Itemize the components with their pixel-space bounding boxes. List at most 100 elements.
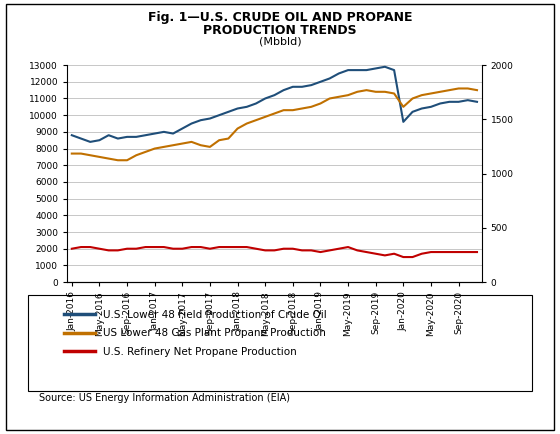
US Lower 48 Gas Plant Propane Production	[354, 89, 361, 95]
U.S. Lower 48 Field Production of Crude Oil	[363, 68, 370, 73]
U.S. Lower 48 Field Production of Crude Oil	[105, 133, 112, 138]
U.S. Lower 48 Field Production of Crude Oil	[114, 136, 121, 141]
US Lower 48 Gas Plant Propane Production	[142, 149, 149, 155]
U.S. Lower 48 Field Production of Crude Oil	[428, 104, 435, 109]
U.S. Refinery Net Propane Production	[197, 244, 204, 250]
U.S. Refinery Net Propane Production	[363, 250, 370, 255]
U.S. Refinery Net Propane Production	[78, 244, 85, 250]
US Lower 48 Gas Plant Propane Production	[96, 155, 103, 160]
US Lower 48 Gas Plant Propane Production	[179, 141, 186, 146]
US Lower 48 Gas Plant Propane Production	[170, 143, 176, 148]
U.S. Refinery Net Propane Production	[188, 244, 195, 250]
U.S. Refinery Net Propane Production	[96, 246, 103, 251]
US Lower 48 Gas Plant Propane Production	[161, 144, 167, 149]
U.S. Lower 48 Field Production of Crude Oil	[280, 88, 287, 93]
U.S. Lower 48 Field Production of Crude Oil	[446, 99, 452, 105]
U.S. Refinery Net Propane Production	[354, 248, 361, 253]
US Lower 48 Gas Plant Propane Production	[253, 118, 259, 123]
U.S. Refinery Net Propane Production	[345, 244, 352, 250]
U.S. Refinery Net Propane Production	[372, 251, 379, 256]
U.S. Refinery Net Propane Production	[234, 244, 241, 250]
US Lower 48 Gas Plant Propane Production	[298, 106, 305, 111]
US Lower 48 Gas Plant Propane Production	[225, 136, 232, 141]
U.S. Refinery Net Propane Production	[161, 244, 167, 250]
US Lower 48 Gas Plant Propane Production	[216, 138, 222, 143]
U.S. Lower 48 Field Production of Crude Oil	[142, 133, 149, 138]
U.S. Refinery Net Propane Production	[142, 244, 149, 250]
US Lower 48 Gas Plant Propane Production	[409, 96, 416, 101]
U.S. Lower 48 Field Production of Crude Oil	[207, 116, 213, 121]
US Lower 48 Gas Plant Propane Production	[335, 94, 342, 99]
U.S. Refinery Net Propane Production	[151, 244, 158, 250]
U.S. Lower 48 Field Production of Crude Oil	[474, 99, 480, 105]
U.S. Lower 48 Field Production of Crude Oil	[464, 98, 471, 103]
U.S. Refinery Net Propane Production	[133, 246, 139, 251]
US Lower 48 Gas Plant Propane Production	[437, 89, 444, 95]
Legend: U.S. Lower 48 Field Production of Crude Oil, US Lower 48 Gas Plant Propane Produ: U.S. Lower 48 Field Production of Crude …	[58, 305, 332, 362]
U.S. Refinery Net Propane Production	[207, 246, 213, 251]
US Lower 48 Gas Plant Propane Production	[363, 88, 370, 93]
U.S. Lower 48 Field Production of Crude Oil	[437, 101, 444, 106]
U.S. Lower 48 Field Production of Crude Oil	[87, 139, 94, 145]
US Lower 48 Gas Plant Propane Production	[262, 114, 269, 119]
U.S. Lower 48 Field Production of Crude Oil	[197, 118, 204, 123]
Line: US Lower 48 Gas Plant Propane Production: US Lower 48 Gas Plant Propane Production	[72, 89, 477, 160]
US Lower 48 Gas Plant Propane Production	[326, 96, 333, 101]
US Lower 48 Gas Plant Propane Production	[474, 88, 480, 93]
U.S. Lower 48 Field Production of Crude Oil	[290, 84, 296, 89]
U.S. Refinery Net Propane Production	[105, 248, 112, 253]
US Lower 48 Gas Plant Propane Production	[455, 86, 462, 91]
U.S. Refinery Net Propane Production	[409, 254, 416, 260]
U.S. Refinery Net Propane Production	[244, 244, 250, 250]
U.S. Lower 48 Field Production of Crude Oil	[418, 106, 425, 111]
U.S. Lower 48 Field Production of Crude Oil	[244, 104, 250, 109]
Text: PRODUCTION TRENDS: PRODUCTION TRENDS	[203, 24, 357, 37]
U.S. Lower 48 Field Production of Crude Oil	[68, 133, 75, 138]
U.S. Lower 48 Field Production of Crude Oil	[345, 68, 352, 73]
U.S. Refinery Net Propane Production	[464, 250, 471, 255]
U.S. Refinery Net Propane Production	[437, 250, 444, 255]
U.S. Refinery Net Propane Production	[253, 246, 259, 251]
US Lower 48 Gas Plant Propane Production	[400, 104, 407, 109]
U.S. Lower 48 Field Production of Crude Oil	[372, 66, 379, 71]
U.S. Refinery Net Propane Production	[391, 251, 398, 256]
U.S. Lower 48 Field Production of Crude Oil	[188, 121, 195, 126]
U.S. Refinery Net Propane Production	[446, 250, 452, 255]
U.S. Refinery Net Propane Production	[225, 244, 232, 250]
US Lower 48 Gas Plant Propane Production	[464, 86, 471, 91]
US Lower 48 Gas Plant Propane Production	[244, 121, 250, 126]
U.S. Lower 48 Field Production of Crude Oil	[151, 131, 158, 136]
Text: Source: US Energy Information Administration (EIA): Source: US Energy Information Administra…	[39, 393, 290, 403]
U.S. Lower 48 Field Production of Crude Oil	[133, 134, 139, 139]
U.S. Refinery Net Propane Production	[418, 251, 425, 256]
U.S. Lower 48 Field Production of Crude Oil	[409, 109, 416, 115]
U.S. Lower 48 Field Production of Crude Oil	[455, 99, 462, 105]
US Lower 48 Gas Plant Propane Production	[114, 158, 121, 163]
U.S. Refinery Net Propane Production	[179, 246, 186, 251]
U.S. Lower 48 Field Production of Crude Oil	[96, 138, 103, 143]
US Lower 48 Gas Plant Propane Production	[271, 111, 278, 116]
Text: (Mbbld): (Mbbld)	[259, 36, 301, 46]
US Lower 48 Gas Plant Propane Production	[317, 101, 324, 106]
US Lower 48 Gas Plant Propane Production	[290, 108, 296, 113]
Line: U.S. Refinery Net Propane Production: U.S. Refinery Net Propane Production	[72, 247, 477, 257]
US Lower 48 Gas Plant Propane Production	[207, 144, 213, 149]
US Lower 48 Gas Plant Propane Production	[308, 104, 315, 109]
U.S. Lower 48 Field Production of Crude Oil	[308, 82, 315, 88]
U.S. Refinery Net Propane Production	[474, 250, 480, 255]
U.S. Refinery Net Propane Production	[216, 244, 222, 250]
U.S. Lower 48 Field Production of Crude Oil	[225, 109, 232, 115]
U.S. Refinery Net Propane Production	[298, 248, 305, 253]
U.S. Refinery Net Propane Production	[326, 248, 333, 253]
US Lower 48 Gas Plant Propane Production	[381, 89, 388, 95]
U.S. Refinery Net Propane Production	[124, 246, 130, 251]
U.S. Lower 48 Field Production of Crude Oil	[391, 68, 398, 73]
U.S. Lower 48 Field Production of Crude Oil	[78, 136, 85, 141]
US Lower 48 Gas Plant Propane Production	[78, 151, 85, 156]
US Lower 48 Gas Plant Propane Production	[105, 156, 112, 161]
U.S. Lower 48 Field Production of Crude Oil	[216, 112, 222, 118]
US Lower 48 Gas Plant Propane Production	[151, 146, 158, 151]
U.S. Lower 48 Field Production of Crude Oil	[161, 129, 167, 135]
Text: Fig. 1—U.S. CRUDE OIL AND PROPANE: Fig. 1—U.S. CRUDE OIL AND PROPANE	[148, 11, 412, 24]
US Lower 48 Gas Plant Propane Production	[87, 153, 94, 158]
